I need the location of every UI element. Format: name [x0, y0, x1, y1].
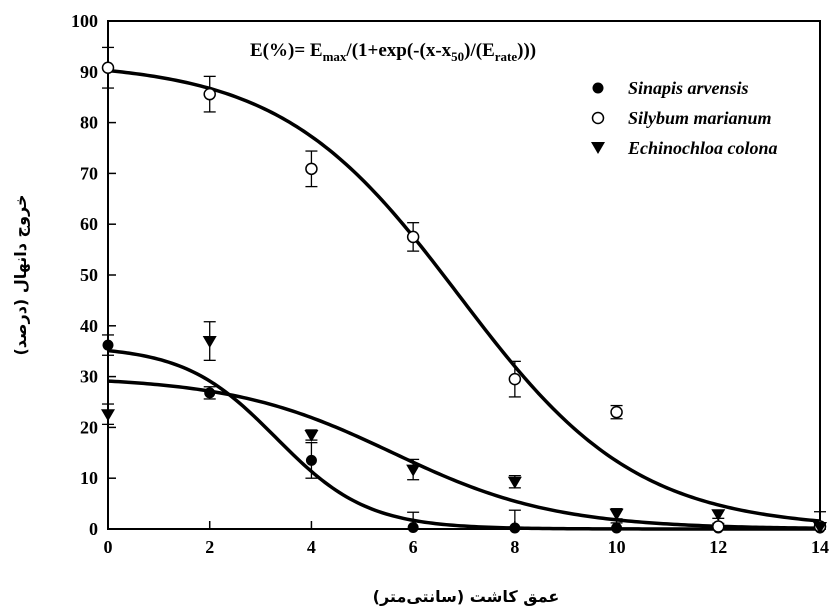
legend-marker-silybum	[591, 111, 605, 125]
equation-middle-1: /(1+exp(-(x-x	[345, 40, 451, 61]
x-tick-label: 8	[510, 537, 519, 557]
data-point-series-1	[407, 521, 419, 533]
y-tick-label: 50	[80, 265, 98, 285]
equation-rate-subscript: rate	[495, 49, 518, 64]
x-tick-label: 4	[307, 537, 316, 557]
y-tick-label: 40	[80, 316, 98, 336]
fit-curve-2	[107, 68, 821, 523]
data-point-series-3	[609, 508, 624, 521]
data-point-series-2	[610, 405, 623, 419]
data-point-series-3	[507, 476, 522, 489]
legend-marker-sinapis	[592, 82, 604, 94]
y-tick-label: 30	[80, 367, 98, 387]
data-point-series-2	[712, 520, 725, 533]
y-tick-label: 90	[80, 62, 98, 82]
data-point-series-3	[304, 430, 319, 443]
data-point-series-2	[203, 87, 216, 101]
y-tick-label: 100	[71, 11, 98, 31]
data-point-series-3	[813, 521, 827, 534]
fit-equation: E(%)= Emax/(1+exp(-(x-x50)/(Erate)))	[250, 40, 536, 64]
y-tick-label: 0	[89, 519, 98, 539]
data-point-series-3	[711, 509, 726, 522]
legend-label-echinochloa: Echinochloa colona	[627, 138, 778, 158]
y-axis-title: خروج دانهال (درصد)	[11, 194, 30, 355]
x-tick-label: 14	[811, 537, 829, 557]
y-tick-label: 10	[80, 468, 98, 488]
data-point-series-1	[102, 339, 114, 351]
data-point-series-2	[508, 372, 522, 386]
x-tick-label: 6	[409, 537, 418, 557]
y-tick-label: 60	[80, 214, 98, 234]
legend-label-sinapis: Sinapis arvensis	[628, 78, 749, 98]
x-tick-label: 0	[104, 537, 113, 557]
data-point-series-2	[406, 230, 420, 244]
data-point-series-3	[101, 409, 115, 422]
legend-marker-echinochloa	[591, 142, 605, 154]
x-tick-label: 12	[709, 537, 727, 557]
equation-max-subscript: max	[323, 49, 347, 64]
data-point-series-1	[204, 387, 216, 399]
data-point-series-2	[101, 61, 115, 74]
data-point-series-2	[305, 162, 318, 176]
equation-middle-2: )/(E	[464, 40, 495, 61]
data-point-series-3	[406, 464, 421, 477]
fit-curve-3	[107, 379, 821, 530]
equation-suffix: )))	[517, 40, 536, 61]
equation-x50-subscript: 50	[451, 49, 464, 64]
data-point-series-1	[611, 522, 623, 534]
y-tick-label: 80	[80, 113, 98, 133]
data-point-series-1	[509, 522, 521, 534]
x-tick-label: 2	[205, 537, 214, 557]
data-point-series-1	[305, 454, 317, 466]
y-tick-label: 70	[80, 163, 98, 183]
x-axis-title: عمق کاشت (سانتی‌متر)	[373, 587, 560, 606]
equation-prefix: E(%)= E	[250, 40, 323, 61]
legend: Sinapis arvensis Silybum marianum Echino…	[591, 78, 778, 158]
y-tick-label: 20	[80, 417, 98, 437]
plot-area: 0 10 20 30 40 50 60 70 80 90 100 0 2 4 6 8 10 12 14	[71, 11, 829, 557]
legend-label-silybum: Silybum marianum	[628, 108, 772, 128]
x-tick-label: 10	[608, 537, 626, 557]
data-point-series-3	[202, 336, 217, 349]
